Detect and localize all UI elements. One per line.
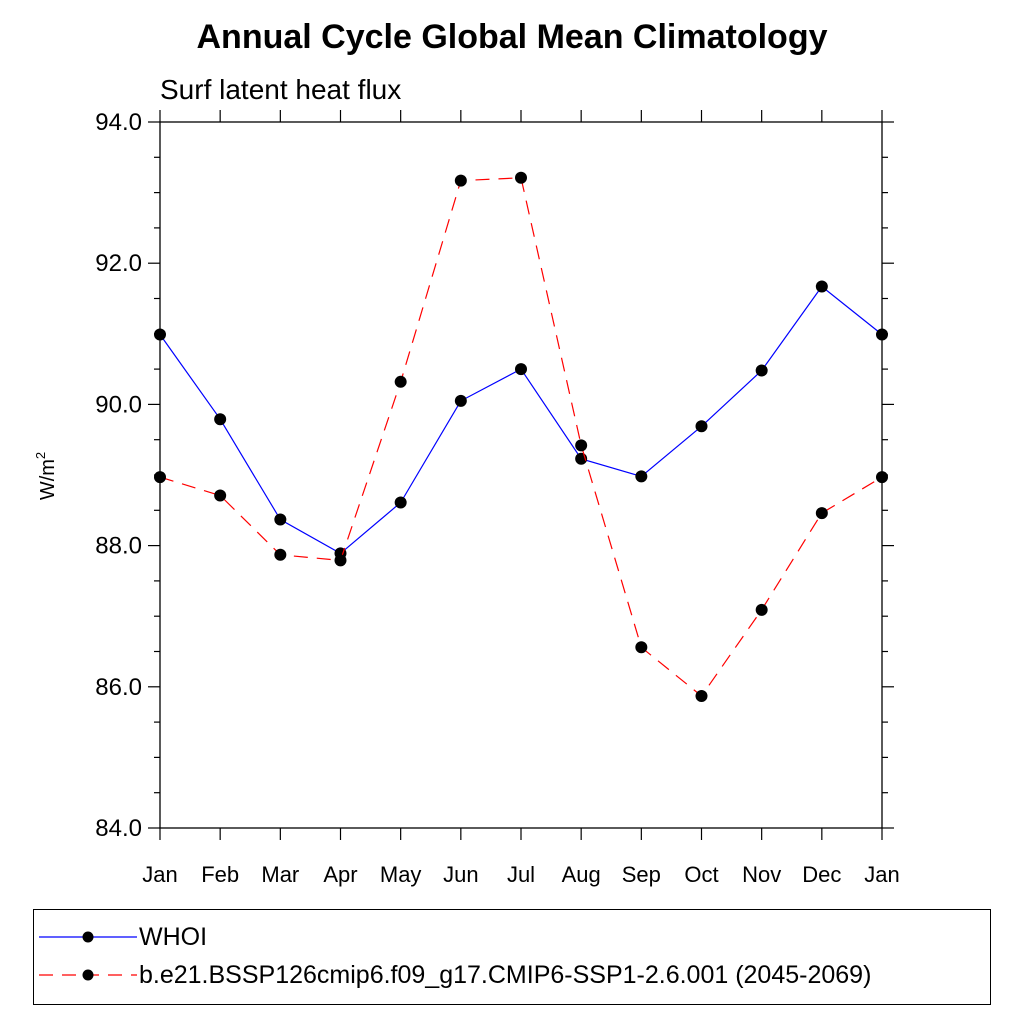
chart-subtitle: Surf latent heat flux <box>160 74 401 105</box>
data-point-series-0 <box>154 328 166 341</box>
x-tick-label: Mar <box>261 862 299 887</box>
axes: 84.0 86.0 88.0 90.0 92.0 94.0 Jan Feb Mar Apr May J… <box>95 109 899 887</box>
data-point-series-1 <box>274 548 287 561</box>
data-point-series-1 <box>394 375 407 388</box>
y-tick-label: 92.0 <box>95 250 142 277</box>
y-axis-label-superscript: 2 <box>33 452 48 459</box>
plot-frame <box>159 121 883 829</box>
data-point-series-1 <box>214 489 227 502</box>
series-layer <box>154 171 888 702</box>
y-axis-label: W/m2 <box>33 452 59 500</box>
data-point-series-1 <box>635 641 648 654</box>
y-tick-label: 88.0 <box>95 533 142 560</box>
y-tick-label: 90.0 <box>95 391 142 418</box>
data-point-series-0 <box>515 363 527 376</box>
data-point-series-1 <box>755 603 768 616</box>
chart-title: Annual Cycle Global Mean Climatology <box>197 18 828 56</box>
data-point-series-1 <box>575 439 588 452</box>
x-tick-label: Jul <box>507 862 535 887</box>
legend-swatch-ssp126 <box>39 969 137 981</box>
x-tick-label: Aug <box>562 862 601 887</box>
series-line-1 <box>159 177 883 697</box>
data-point-series-0 <box>815 280 828 293</box>
data-point-series-1 <box>515 171 527 184</box>
y-tick-label: 86.0 <box>95 674 142 701</box>
legend-entry-ssp126: b.e21.BSSP126cmip6.f09_g17.CMIP6-SSP1-2.… <box>34 960 871 990</box>
x-tick-label: Jan <box>142 862 177 887</box>
x-tick-label: Dec <box>802 862 841 887</box>
data-point-series-0 <box>695 420 708 433</box>
x-tick-label: Nov <box>742 862 781 887</box>
x-tick-label: Jun <box>443 862 478 887</box>
data-point-series-0 <box>214 413 227 426</box>
legend-swatch-whoi <box>39 931 137 943</box>
data-point-series-1 <box>454 174 467 187</box>
data-point-series-1 <box>815 507 828 520</box>
svg-text:W/m2: W/m2 <box>33 452 59 500</box>
data-point-series-0 <box>876 328 888 341</box>
series-line-0 <box>159 285 883 555</box>
x-tick-label: Jan <box>864 862 899 887</box>
data-point-series-0 <box>274 513 287 526</box>
data-point-series-0 <box>755 364 768 377</box>
legend-label-whoi: WHOI <box>139 922 208 951</box>
legend-label-ssp126: b.e21.BSSP126cmip6.f09_g17.CMIP6-SSP1-2.… <box>139 960 872 989</box>
legend-entry-whoi: WHOI <box>34 922 207 952</box>
x-tick-label: Feb <box>201 862 239 887</box>
y-axis-label-text: W/m <box>37 459 59 500</box>
data-point-series-0 <box>454 394 467 407</box>
y-tick-label: 84.0 <box>95 815 142 842</box>
data-point-series-1 <box>154 471 166 484</box>
data-point-series-1 <box>695 689 708 702</box>
data-point-series-0 <box>394 496 407 509</box>
data-point-series-0 <box>635 470 648 483</box>
y-tick-label: 94.0 <box>95 109 142 136</box>
data-point-series-1 <box>334 554 347 567</box>
legend: WHOI b.e21.BSSP126cmip6.f09_g17.CMIP6-SS… <box>33 909 991 1005</box>
x-tick-label: Oct <box>684 862 718 887</box>
x-tick-label: May <box>380 862 422 887</box>
data-point-series-1 <box>876 471 888 484</box>
x-tick-label: Sep <box>622 862 661 887</box>
x-tick-label: Apr <box>323 862 357 887</box>
